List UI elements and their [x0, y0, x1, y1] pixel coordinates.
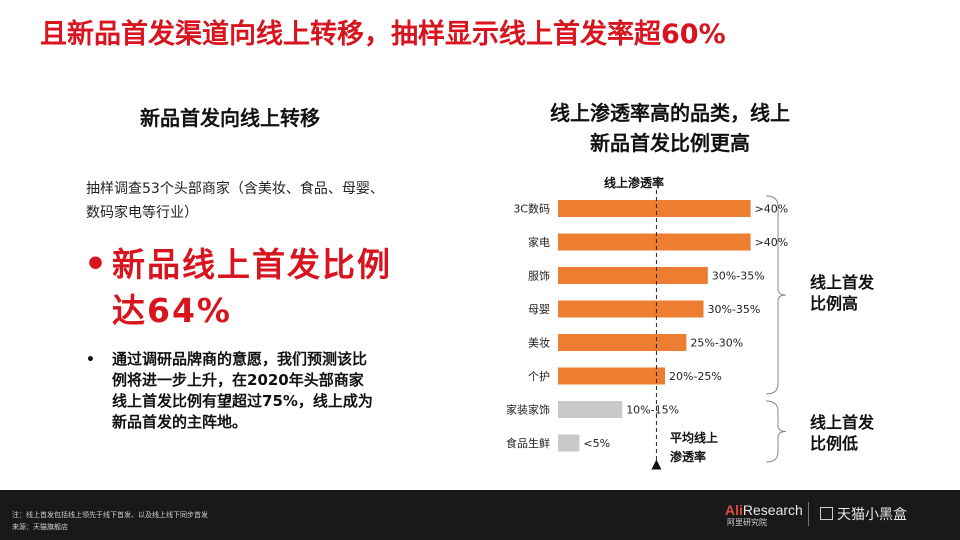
- tmall-box-logo: 天猫小黑盒: [820, 504, 907, 524]
- bar: [558, 267, 708, 284]
- page-title: 且新品首发渠道向线上转移，抽样显示线上首发率超60%: [40, 19, 726, 50]
- group-label-low-line1: 线上首发: [810, 413, 875, 432]
- survey-text: 抽样调查53个头部商家（含美妆、食品、母婴、数码家电等行业）: [86, 181, 384, 221]
- category-label: 服饰: [528, 269, 550, 283]
- average-marker: [651, 459, 662, 470]
- data-label: 25%-30%: [690, 337, 743, 350]
- category-label: 母婴: [528, 303, 550, 316]
- bar: [558, 334, 687, 351]
- right-heading-line2: 新品首发比例更高: [590, 131, 750, 155]
- data-label: 10%-15%: [626, 404, 679, 417]
- category-label: 食品生鲜: [506, 436, 550, 450]
- footer-note: 注：线上首发包括线上领先于线下首发、以及线上线下同步首发: [12, 511, 208, 519]
- box-icon: [820, 507, 833, 520]
- category-label: 美妆: [528, 337, 550, 350]
- footer-source: 来源：天猫旗舰店: [12, 523, 68, 531]
- group-label-low-line2: 比例低: [810, 434, 858, 453]
- main-bullet-text: 新品线上首发比例达64%: [112, 245, 392, 330]
- category-label: 家电: [528, 235, 550, 249]
- aliresearch-logo-sub: 阿里研究院: [727, 518, 767, 527]
- bar: [558, 401, 623, 418]
- bar: [558, 200, 751, 217]
- logo-divider: [808, 502, 809, 526]
- group-brace-high: [765, 195, 787, 395]
- data-label: 30%-35%: [708, 303, 761, 316]
- penetration-chart: 线上渗透率 3C数码 >40% 家电 >40% 服饰 30%-35% 母婴 30%-35% 美妆 2…: [506, 175, 875, 470]
- bar: [558, 434, 580, 452]
- category-label: 3C数码: [513, 203, 550, 216]
- data-label: >40%: [755, 236, 789, 249]
- group-label-high-line1: 线上首发: [810, 273, 875, 292]
- reference-label-line1: 平均线上: [670, 430, 718, 445]
- main-bullet-dot: •: [84, 244, 108, 285]
- detail-text: 通过调研品牌商的意愿，我们预测该比例将进一步上升，在2020年头部商家线上首发比…: [112, 350, 373, 431]
- bar: [558, 300, 704, 318]
- group-label-high-line2: 比例高: [810, 294, 858, 313]
- reference-label-line2: 渗透率: [670, 449, 706, 464]
- category-label: 家装家饰: [506, 403, 550, 417]
- chart-title: 线上渗透率: [604, 175, 664, 190]
- data-label: >40%: [755, 203, 789, 216]
- left-heading: 新品首发向线上转移: [140, 106, 320, 130]
- data-label: <5%: [583, 437, 610, 450]
- group-brace-low: [765, 400, 787, 463]
- bar: [558, 367, 665, 385]
- right-heading-line1: 线上渗透率高的品类，线上: [550, 101, 790, 125]
- category-label: 个护: [528, 369, 550, 383]
- data-label: 30%-35%: [712, 270, 765, 283]
- data-label: 20%-25%: [669, 370, 722, 383]
- bar: [558, 233, 751, 251]
- aliresearch-logo: AliResearch: [725, 502, 803, 518]
- detail-bullet-dot: •: [86, 352, 95, 368]
- footer-bar: 注：线上首发包括线上领先于线下首发、以及线上线下同步首发 来源：天猫旗舰店 Al…: [0, 490, 960, 540]
- right-heading: 线上渗透率高的品类，线上 新品首发比例更高: [480, 98, 860, 158]
